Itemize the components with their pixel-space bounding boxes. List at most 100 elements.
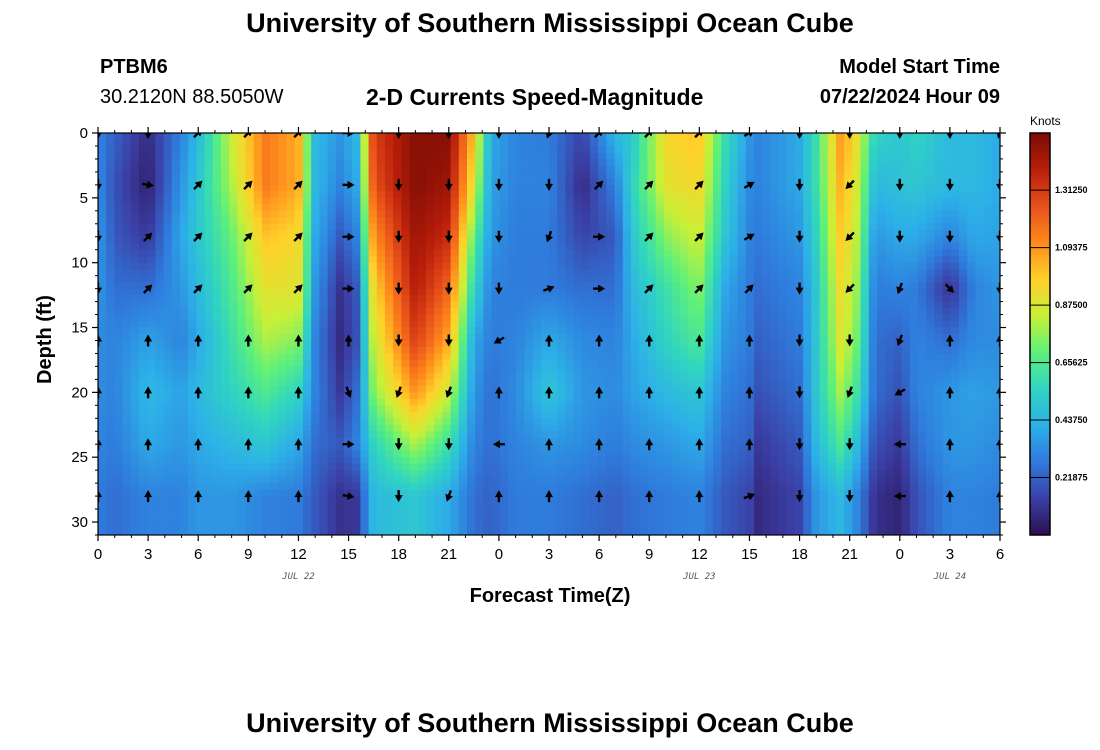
heat-cell — [204, 340, 214, 348]
heat-cell — [368, 340, 378, 348]
heat-cell — [532, 489, 542, 497]
heat-cell — [147, 334, 156, 342]
heat-cell — [442, 269, 452, 277]
heat-cell — [450, 437, 460, 445]
heat-cell — [319, 178, 329, 186]
heat-cell — [278, 457, 288, 465]
heat-cell — [672, 256, 681, 264]
heat-cell — [147, 133, 156, 141]
heat-cell — [221, 528, 230, 535]
heat-cell — [426, 444, 435, 452]
heat-cell — [737, 444, 747, 452]
heat-cell — [130, 197, 140, 205]
heat-cell — [475, 502, 484, 510]
heat-cell — [614, 308, 624, 316]
heat-cell — [721, 191, 730, 199]
heat-cell — [647, 509, 657, 517]
heat-cell — [319, 346, 329, 355]
heat-cell — [565, 282, 575, 290]
heat-cell — [114, 314, 124, 322]
heat-cell — [196, 463, 206, 471]
heat-cell — [171, 411, 181, 419]
heat-cell — [647, 217, 657, 225]
heat-cell — [672, 392, 681, 400]
heat-cell — [532, 398, 542, 406]
heat-cell — [631, 418, 640, 426]
heat-cell — [335, 152, 345, 160]
heat-cell — [204, 398, 214, 406]
heat-cell — [376, 204, 386, 212]
heat-cell — [171, 178, 181, 186]
heat-cell — [516, 528, 525, 535]
heat-cell — [696, 223, 706, 231]
heat-cell — [540, 528, 550, 535]
heat-cell — [696, 269, 706, 277]
heat-cell — [147, 249, 156, 257]
heat-cell — [450, 145, 460, 154]
heat-cell — [737, 398, 747, 406]
heat-cell — [147, 204, 156, 212]
heat-cell — [442, 204, 452, 212]
heat-cell — [368, 139, 378, 147]
heat-cell — [434, 191, 443, 199]
heat-cell — [147, 340, 156, 348]
heat-cell — [475, 165, 484, 173]
heat-cell — [704, 145, 714, 154]
heat-cell — [680, 470, 689, 478]
heat-cell — [565, 463, 575, 471]
heat-cell — [221, 372, 230, 380]
heat-cell — [253, 197, 263, 205]
heat-cell — [557, 463, 566, 471]
heat-cell — [499, 450, 509, 458]
heat-cell — [713, 528, 722, 535]
heat-cell — [704, 288, 714, 296]
heat-cell — [139, 269, 148, 277]
heat-cell — [262, 191, 271, 199]
heat-cell — [385, 308, 394, 316]
heat-cell — [401, 197, 411, 205]
heat-cell — [163, 301, 173, 309]
heat-cell — [434, 158, 443, 167]
heat-cell — [368, 230, 378, 238]
heat-cell — [344, 223, 353, 231]
heat-cell — [499, 308, 509, 316]
heat-cell — [278, 145, 288, 154]
heat-cell — [557, 308, 566, 316]
heat-cell — [335, 158, 345, 167]
heat-cell — [622, 327, 632, 335]
heat-cell — [311, 158, 320, 167]
heat-cell — [130, 379, 140, 387]
heat-cell — [196, 262, 206, 270]
heat-cell — [622, 158, 632, 167]
heat-cell — [303, 249, 312, 257]
heat-cell — [581, 158, 591, 167]
heat-cell — [622, 411, 632, 419]
heat-cell — [737, 256, 747, 264]
heat-cell — [171, 158, 181, 167]
heat-cell — [401, 372, 411, 380]
heat-cell — [294, 158, 304, 167]
heat-cell — [573, 230, 583, 238]
heat-cell — [540, 359, 550, 368]
heat-cell — [590, 301, 599, 309]
heat-cell — [737, 230, 747, 238]
heat-cell — [327, 171, 337, 179]
heat-cell — [426, 145, 435, 154]
heat-cell — [524, 197, 534, 205]
heat-cell — [508, 437, 517, 445]
heat-cell — [147, 476, 156, 484]
heat-cell — [303, 418, 312, 426]
heat-cell — [204, 457, 214, 465]
heat-cell — [270, 353, 279, 361]
heat-cell — [352, 470, 361, 478]
heat-cell — [499, 509, 509, 517]
heat-cell — [450, 178, 460, 186]
heat-cell — [327, 405, 337, 413]
heat-cell — [180, 191, 189, 199]
heat-cell — [598, 515, 607, 523]
heat-cell — [491, 204, 501, 212]
heat-cell — [754, 334, 763, 342]
heat-cell — [663, 236, 673, 244]
heat-cell — [540, 463, 550, 471]
heat-cell — [286, 191, 296, 199]
